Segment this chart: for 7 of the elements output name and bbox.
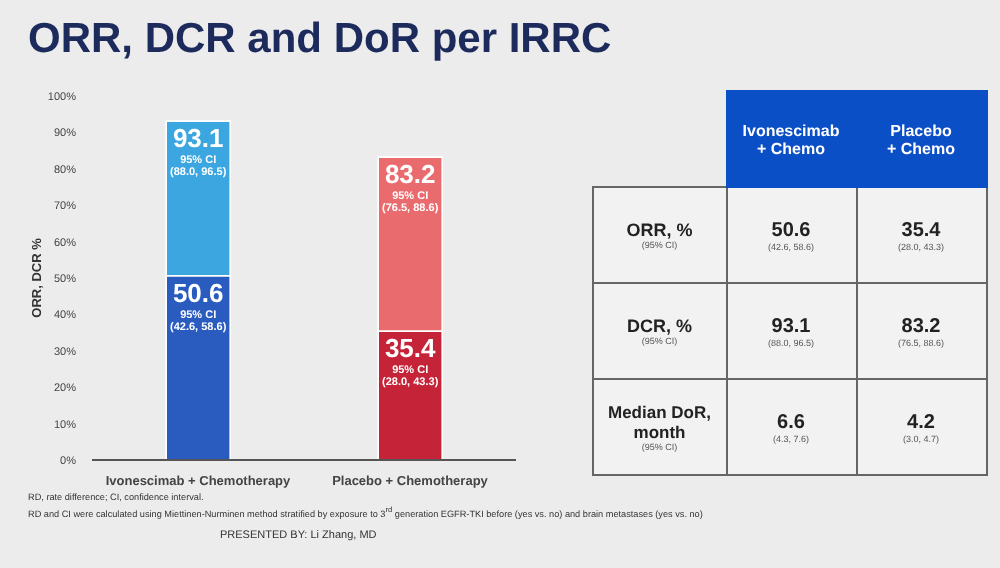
category-label: Placebo + Chemo xyxy=(884,121,957,157)
category-label: Ivonescimab + Chemo xyxy=(740,121,842,157)
data-label: 35.4 95% CI (28.0, 43.3) xyxy=(382,333,439,390)
total-label: 83.2 95% CI (76.5, 88.6) xyxy=(382,159,439,216)
data-label: 50.6 95% CI (42.6, 58.6) xyxy=(170,277,227,334)
total-label: 93.1 95% CI (88.0, 96.5) xyxy=(170,123,227,180)
chart-title: ORR, DCR and DoR per IRRC xyxy=(28,16,612,64)
